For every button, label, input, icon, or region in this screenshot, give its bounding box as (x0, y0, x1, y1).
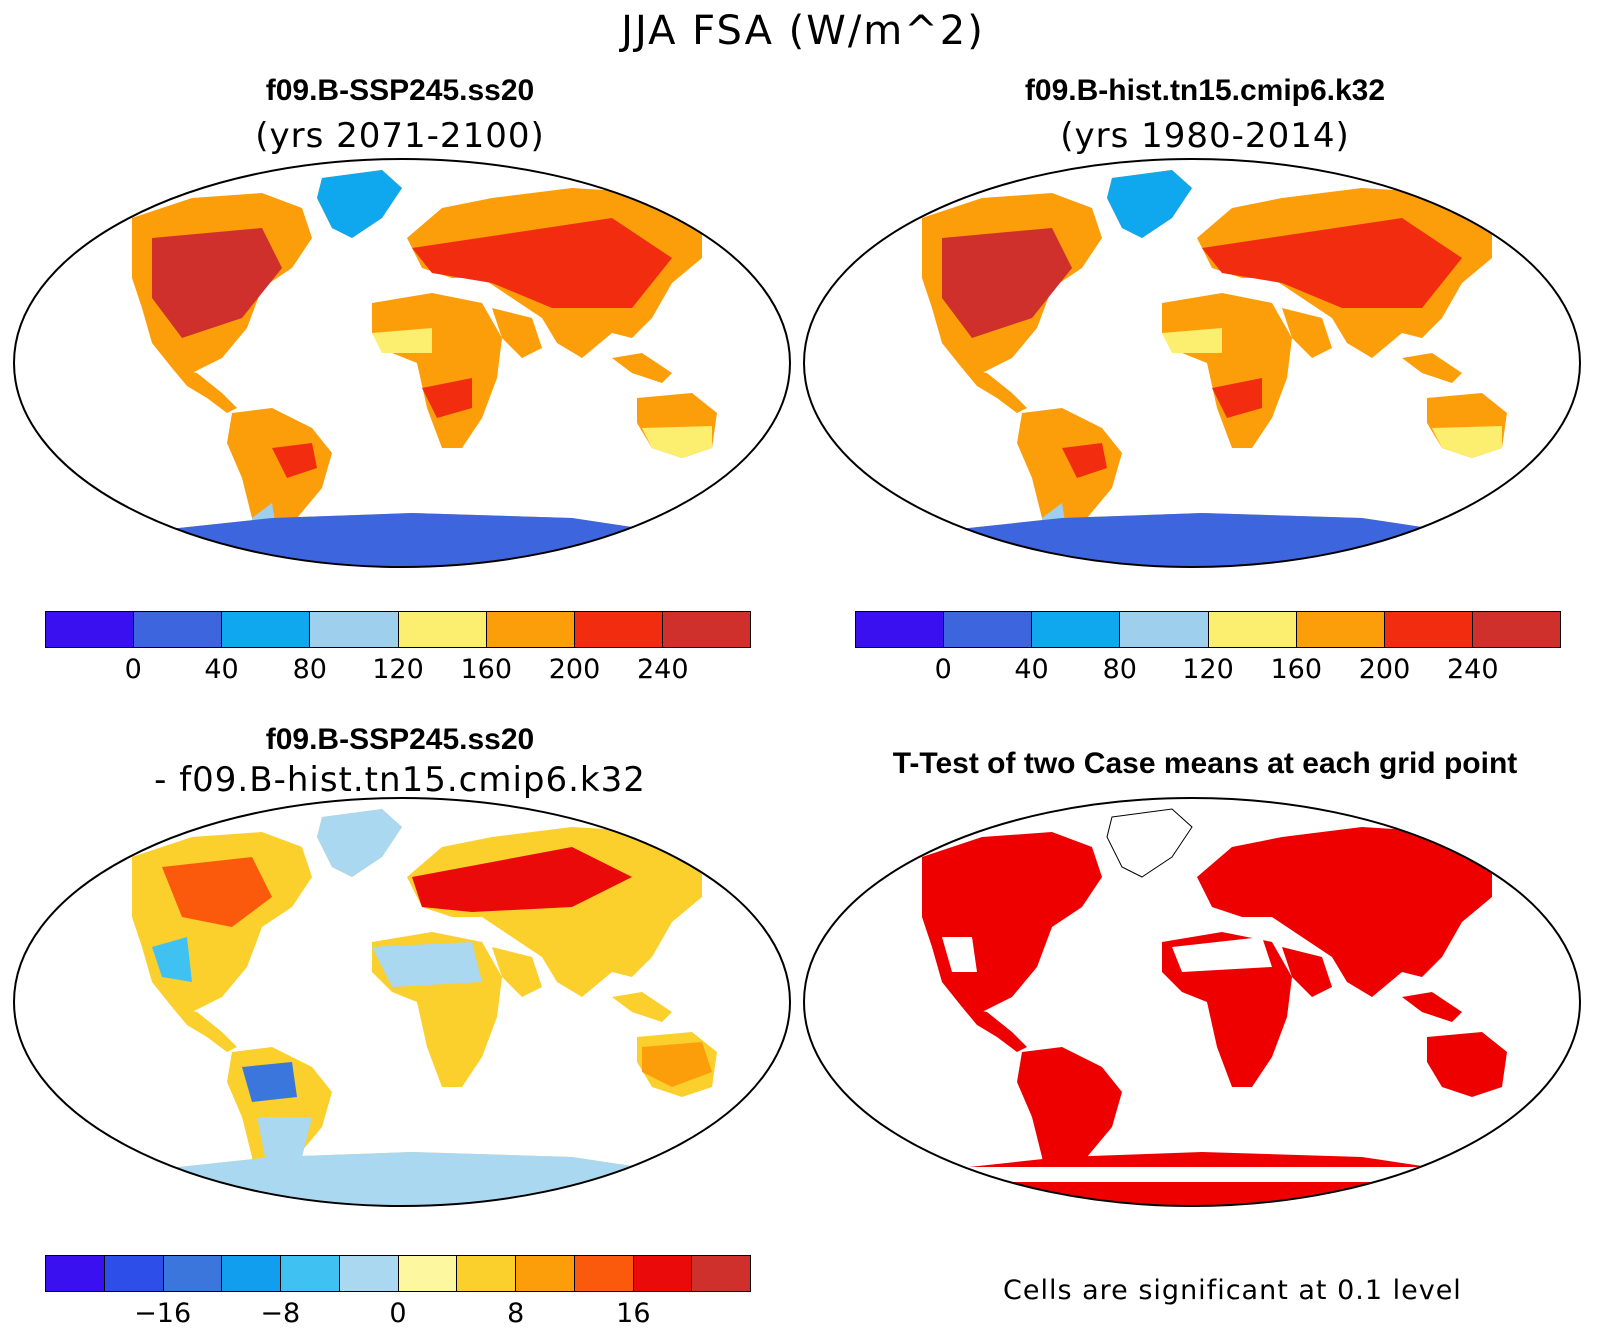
colorbar-difference-swatch (281, 1256, 340, 1291)
map-difference (13, 797, 791, 1207)
colorbar-future-swatch (574, 612, 663, 647)
panel-bl-title: f09.B-SSP245.ss20 (265, 723, 535, 756)
colorbar-difference-swatch (516, 1256, 575, 1291)
colorbar-difference (45, 1255, 751, 1292)
map-future (13, 158, 791, 568)
colorbar-historical (855, 611, 1561, 648)
colorbar-difference-swatch (692, 1256, 750, 1291)
figure-title: JJA FSA (W/m^2) (621, 8, 985, 54)
colorbar-historical-tick-label: 80 (1102, 654, 1137, 685)
colorbar-future-swatch (398, 612, 487, 647)
panel-tr-subtitle: (yrs 1980-2014) (1060, 116, 1350, 156)
map-historical (803, 158, 1581, 568)
colorbar-historical-swatch (856, 612, 945, 647)
colorbar-difference-swatch (46, 1256, 105, 1291)
colorbar-difference-tick-label: 8 (507, 1298, 525, 1329)
colorbar-future-tick-label: 240 (636, 654, 689, 685)
colorbar-future-tick-label: 0 (124, 654, 142, 685)
colorbar-difference-swatch (574, 1256, 634, 1291)
colorbar-historical-tick-label: 120 (1182, 654, 1234, 685)
colorbar-historical-swatch (1384, 612, 1473, 647)
colorbar-difference-swatch (104, 1256, 164, 1291)
colorbar-difference-swatch (457, 1256, 516, 1291)
colorbar-future-swatch (662, 612, 750, 647)
map-ttest (803, 797, 1581, 1207)
colorbar-difference-swatch (339, 1256, 399, 1291)
colorbar-future-tick-label: 160 (460, 654, 513, 685)
colorbar-historical-tick-label: 240 (1446, 654, 1499, 685)
colorbar-future-tick-label: 40 (204, 654, 239, 685)
panel-br-title: T-Test of two Case means at each grid po… (892, 747, 1518, 780)
colorbar-difference-tick-label: −8 (260, 1298, 301, 1329)
colorbar-historical-swatch (1296, 612, 1385, 647)
colorbar-future (45, 611, 751, 648)
panel-bl-subtitle: - f09.B-hist.tn15.cmip6.k32 (154, 760, 646, 800)
colorbar-future-swatch (310, 612, 399, 647)
colorbar-historical-tick-label: 0 (934, 654, 952, 685)
colorbar-historical-swatch (1032, 612, 1121, 647)
colorbar-future-swatch (134, 612, 223, 647)
colorbar-difference-swatch (633, 1256, 693, 1291)
colorbar-historical-swatch (1208, 612, 1297, 647)
colorbar-difference-swatch (398, 1256, 458, 1291)
colorbar-historical-tick-label: 40 (1014, 654, 1049, 685)
colorbar-historical-tick-label: 160 (1270, 654, 1323, 685)
colorbar-difference-tick-label: 16 (616, 1298, 651, 1329)
colorbar-future-tick-label: 200 (548, 654, 601, 685)
colorbar-historical-swatch (944, 612, 1033, 647)
colorbar-future-swatch (46, 612, 135, 647)
colorbar-difference-tick-label: 0 (389, 1298, 407, 1329)
colorbar-historical-tick-label: 200 (1358, 654, 1411, 685)
colorbar-future-tick-label: 120 (372, 654, 424, 685)
colorbar-future-swatch (222, 612, 311, 647)
panel-tr-title: f09.B-hist.tn15.cmip6.k32 (1024, 74, 1386, 107)
colorbar-future-swatch (486, 612, 575, 647)
panel-tl-title: f09.B-SSP245.ss20 (265, 74, 535, 107)
colorbar-historical-swatch (1120, 612, 1209, 647)
colorbar-future-tick-label: 80 (292, 654, 327, 685)
significance-note: Cells are significant at 0.1 level (1003, 1275, 1462, 1306)
colorbar-difference-swatch (222, 1256, 281, 1291)
colorbar-difference-tick-label: −16 (134, 1298, 192, 1329)
colorbar-difference-swatch (163, 1256, 223, 1291)
panel-tl-subtitle: (yrs 2071-2100) (255, 116, 545, 156)
colorbar-historical-swatch (1472, 612, 1560, 647)
